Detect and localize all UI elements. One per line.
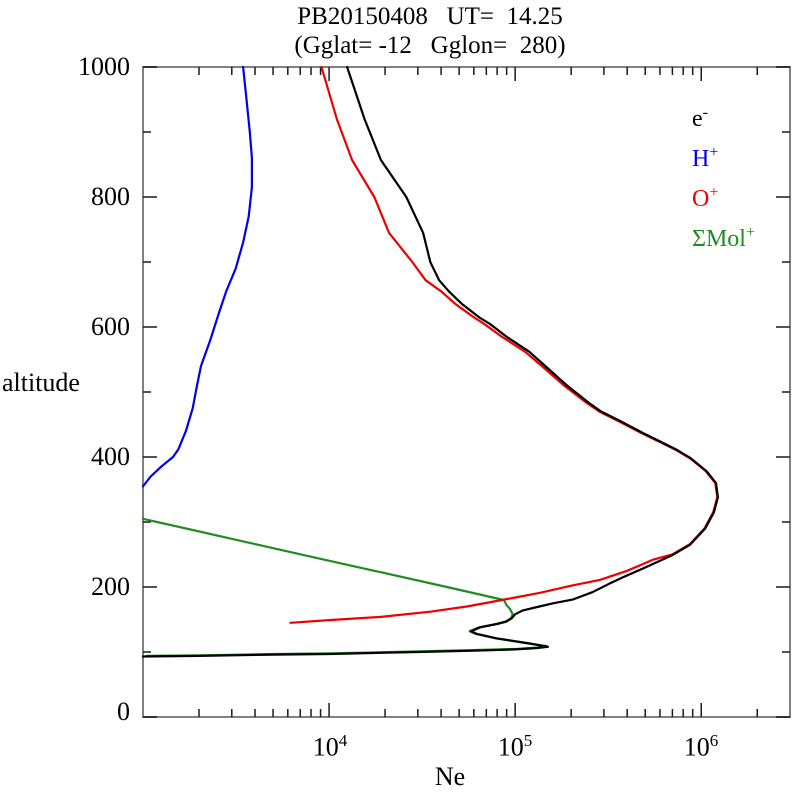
legend-item-hydrogen-ions: H+ (692, 144, 719, 172)
electrons-curve (141, 65, 720, 658)
y-tick-label: 200 (91, 572, 130, 601)
chart-title-block: PB20150408 UT= 14.25 (Gglat= -12 Gglon= … (100, 2, 760, 60)
legend-item-oxygen-ions: O+ (692, 184, 719, 212)
y-tick-label: 800 (91, 182, 130, 211)
legend-item-molecular-ions: ΣMol+ (692, 224, 756, 252)
legend-item-electrons: e- (692, 104, 708, 132)
y-tick-label: 400 (91, 442, 130, 471)
hydrogen-ions-curve (141, 65, 253, 488)
y-tick-label: 600 (91, 312, 130, 341)
chart-title: PB20150408 UT= 14.25 (297, 3, 563, 30)
x-tick-label: 106 (683, 731, 719, 762)
x-tick-label: 104 (312, 731, 348, 762)
chart-subtitle: (Gglat= -12 Gglon= 280) (294, 32, 566, 59)
legend: e- H+ O+ ΣMol+ (692, 96, 755, 256)
y-tick-label: 1000 (78, 52, 130, 81)
x-axis-title: Ne (434, 762, 466, 791)
y-axis-title: altitude (2, 368, 80, 397)
y-tick-label: 0 (117, 697, 130, 726)
x-tick-label: 105 (497, 731, 533, 762)
oxygen-ions-curve (289, 65, 719, 624)
